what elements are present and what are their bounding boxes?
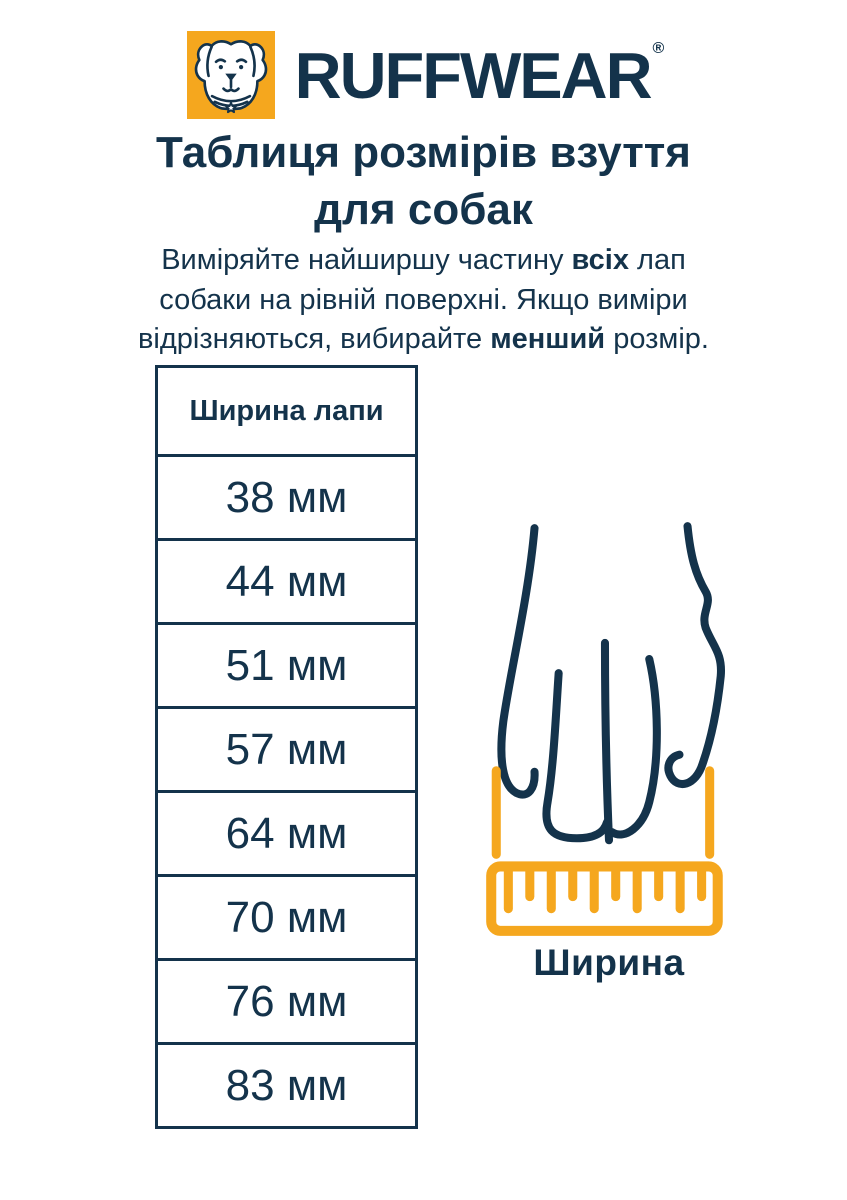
table-row: 83 мм (155, 1042, 418, 1129)
instruction-text: Виміряйте найширшу частину всіх лап собак… (0, 241, 847, 360)
paw-center-toe-line (600, 638, 614, 845)
ruler-frame (486, 861, 723, 936)
dog-right-ear-line (248, 45, 256, 78)
table-row: 51 мм (155, 622, 418, 709)
brand-name: RUFFWEAR (294, 38, 653, 112)
paw-left-outer-toe-line (497, 524, 539, 799)
paw-width-cell: 57 мм (155, 706, 418, 793)
width-caption: Ширина (533, 942, 685, 983)
ruffwear-dog-icon (186, 31, 275, 119)
table-row: 70 мм (155, 874, 418, 961)
title-line-2: для собак (314, 185, 533, 235)
paw-right-outer-toe-line (664, 522, 725, 789)
instruction-line: собаки на рівній поверхні. Якщо виміри (159, 283, 688, 316)
dog-left-ear-line (205, 45, 213, 78)
table-row: 44 мм (155, 538, 418, 625)
table-row: 76 мм (155, 958, 418, 1045)
paw-width-cell: 83 мм (155, 1042, 418, 1129)
paw-left-toe-separator-line (542, 669, 612, 843)
dog-left-eye (218, 64, 223, 70)
registered-mark: ® (652, 39, 665, 57)
paw-width-cell: 76 мм (155, 958, 418, 1045)
brand-logo: RUFFWEAR ® (0, 31, 847, 119)
dog-right-eye (238, 64, 243, 70)
paw-width-cell: 70 мм (155, 874, 418, 961)
instruction-line: відрізняються, вибирайте менший розмір. (138, 323, 709, 356)
paw-width-cell: 44 мм (155, 538, 418, 625)
size-table: Ширина лапи 38 мм 44 мм 51 мм 57 мм 64 мм 70 … (155, 365, 418, 1129)
paw-width-cell: 64 мм (155, 790, 418, 877)
paw-width-cell: 38 мм (155, 454, 418, 541)
measure-extent-brackets (491, 766, 715, 859)
paw-right-toe-separator-line (607, 655, 661, 839)
ruler-icon (486, 861, 723, 936)
instruction-line: Виміряйте найширшу частину всіх лап (161, 244, 686, 276)
paw-measurement-figure: Ширина (458, 512, 760, 984)
title-line-1: Таблиця розмірів взуття (156, 128, 691, 177)
dog-star-tag (224, 101, 237, 114)
table-row: 57 мм (155, 706, 418, 793)
paw-width-cell: 51 мм (155, 622, 418, 709)
table-row: 38 мм (155, 454, 418, 541)
paw-measurement-illustration (486, 522, 725, 936)
table-header-cell: Ширина лапи (155, 365, 418, 457)
page-title: Таблиця розмірів взуття для собак (0, 124, 847, 238)
dog-mouth-line (221, 78, 240, 93)
dog-nose (224, 73, 237, 81)
brand-wordmark: RUFFWEAR ® (295, 39, 665, 108)
table-header-row: Ширина лапи (155, 365, 418, 457)
ruler-ticks (503, 866, 707, 914)
dog-right-brow (235, 58, 247, 64)
dog-paw-front-icon (497, 522, 725, 845)
table-row: 64 мм (155, 790, 418, 877)
dog-left-brow (214, 58, 226, 64)
